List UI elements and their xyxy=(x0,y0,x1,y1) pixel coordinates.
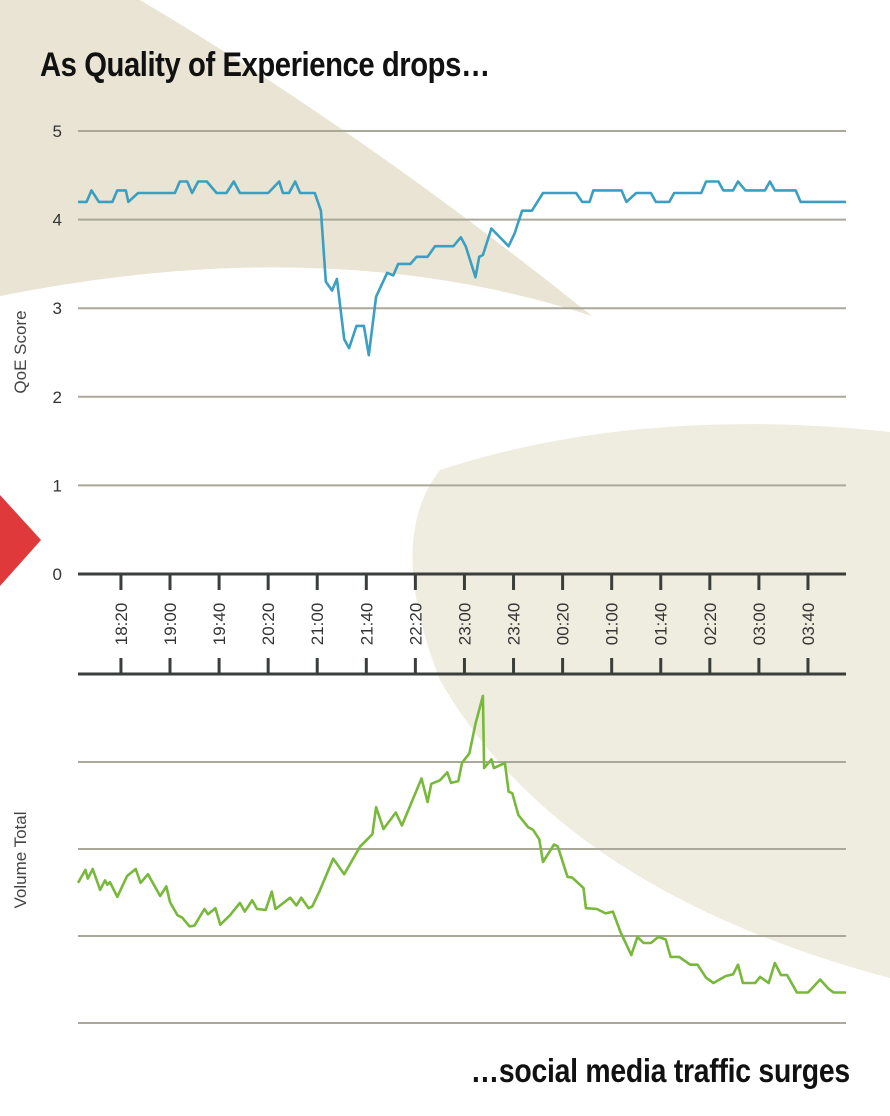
chart-title: As Quality of Experience drops… xyxy=(40,46,490,84)
qoe-y-tick-label: 4 xyxy=(53,211,62,230)
right-ellipse-shape xyxy=(412,424,890,979)
top-swoosh-shape xyxy=(0,0,592,316)
time-tick-label: 23:00 xyxy=(455,603,474,646)
volume-total-line xyxy=(76,694,846,994)
qoe-y-tick-label: 3 xyxy=(53,299,62,318)
qoe-y-tick-label: 1 xyxy=(53,476,62,495)
qoe-y-tick-label: 5 xyxy=(53,122,62,141)
qoe-y-tick-label: 2 xyxy=(53,388,62,407)
time-tick-label: 02:20 xyxy=(701,603,720,646)
time-tick-label: 22:20 xyxy=(406,603,425,646)
time-tick-label: 01:00 xyxy=(603,603,622,646)
qoe-score-line xyxy=(78,180,846,357)
time-tick-label: 23:40 xyxy=(505,603,524,646)
chart-subtitle: …social media traffic surges xyxy=(470,1052,850,1089)
time-axis: 18:20 19:00 19:40 20:20 21:00 21:40 22:20 23:00… xyxy=(78,572,846,676)
qoe-y-tick-label: 0 xyxy=(53,565,62,584)
time-tick-label: 00:20 xyxy=(554,603,573,646)
red-triangle-marker xyxy=(0,495,41,586)
time-tick-label: 19:00 xyxy=(161,603,180,646)
background-shapes xyxy=(0,0,890,979)
series-lines xyxy=(76,180,846,994)
time-tick-label: 20:20 xyxy=(259,603,278,646)
qoe-y-axis-label: QoE Score xyxy=(11,310,30,393)
time-tick-label: 03:00 xyxy=(750,603,769,646)
volume-y-axis-label: Volume Total xyxy=(11,811,30,908)
time-tick-label: 19:40 xyxy=(210,603,229,646)
time-tick-label: 21:40 xyxy=(357,603,376,646)
time-tick-label: 18:20 xyxy=(112,603,131,646)
time-tick-label: 21:00 xyxy=(308,603,327,646)
time-tick-label: 01:40 xyxy=(652,603,671,646)
y-tick-labels: 0 1 2 3 4 5 xyxy=(53,122,62,584)
time-tick-label: 03:40 xyxy=(799,603,818,646)
